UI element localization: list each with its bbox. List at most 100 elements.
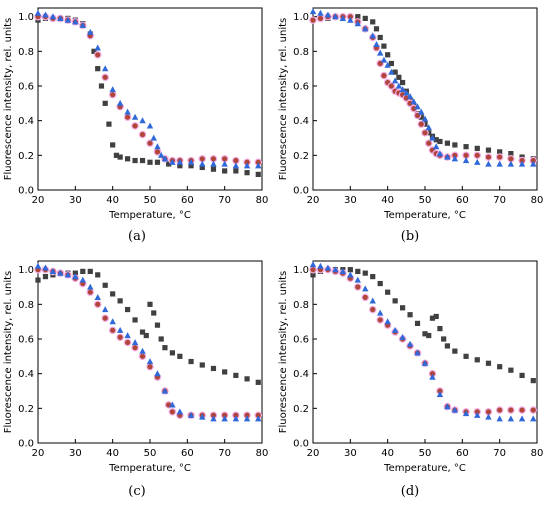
point-b-s2-17 bbox=[403, 89, 410, 96]
point-c-s0-5 bbox=[72, 270, 78, 276]
x-tick-label-b-4: 60 bbox=[456, 195, 469, 206]
point-c-s2-12 bbox=[124, 332, 131, 339]
point-b-s2-23 bbox=[425, 124, 432, 131]
point-c-s2-21 bbox=[199, 413, 206, 420]
point-c-s0-23 bbox=[188, 358, 194, 365]
point-a-s1-12 bbox=[123, 113, 132, 122]
point-a-s0-25 bbox=[210, 166, 217, 172]
x-tick-label-d-2: 40 bbox=[381, 448, 394, 459]
point-d-s2-11 bbox=[391, 326, 399, 333]
point-c-s0-15 bbox=[143, 332, 149, 339]
point-a-s0-19 bbox=[147, 159, 153, 165]
point-a-s2-20 bbox=[169, 158, 176, 165]
point-c-s0-27 bbox=[233, 372, 239, 378]
x-tick-label-d-1: 30 bbox=[344, 448, 357, 459]
point-c-s0-1 bbox=[42, 274, 49, 280]
point-c-s2-14 bbox=[139, 347, 146, 354]
point-b-s0-9 bbox=[373, 26, 380, 32]
point-c-s2-5 bbox=[72, 273, 79, 280]
point-d-s2-14 bbox=[414, 349, 421, 356]
point-c-s2-2 bbox=[49, 268, 57, 274]
point-c-s1-8 bbox=[93, 300, 102, 309]
point-b-s1-22 bbox=[421, 129, 429, 137]
point-d-s2-23 bbox=[496, 415, 503, 422]
y-tick-label-b-2: 0.4 bbox=[293, 116, 309, 127]
point-a-s0-17 bbox=[132, 157, 138, 164]
point-b-s0-27 bbox=[444, 140, 450, 146]
point-b-s2-14 bbox=[391, 77, 399, 84]
point-c-s2-1 bbox=[42, 264, 49, 271]
plot-frame-b bbox=[312, 7, 538, 191]
y-tick-label-b-4: 0.8 bbox=[293, 47, 309, 58]
y-tick-label-c-3: 0.6 bbox=[18, 335, 34, 346]
point-b-s2-35 bbox=[530, 160, 537, 167]
point-d-s2-12 bbox=[399, 333, 406, 340]
point-b-s0-12 bbox=[385, 52, 391, 58]
point-b-s1-13 bbox=[387, 82, 396, 90]
x-tick-label-c-0: 20 bbox=[32, 448, 45, 459]
point-b-s2-2 bbox=[324, 11, 332, 18]
point-c-s2-9 bbox=[102, 306, 109, 313]
chart-panel-a: 20 30 40 50 60 70 80 0.0 0.2 0.4 0.6 0.8 1.0 Temperat… bbox=[3, 7, 269, 221]
x-tick-label-a-6: 80 bbox=[256, 195, 269, 206]
point-b-s1-21 bbox=[417, 120, 426, 128]
point-c-s2-10 bbox=[109, 318, 116, 325]
point-d-s2-2 bbox=[324, 264, 332, 271]
point-d-s2-17 bbox=[436, 391, 444, 398]
point-a-s0-27 bbox=[233, 168, 239, 174]
point-a-s1-16 bbox=[153, 148, 162, 156]
point-c-s2-6 bbox=[79, 276, 86, 283]
y-tick-label-b-1: 0.2 bbox=[293, 151, 309, 162]
x-tick-label-a-1: 30 bbox=[69, 195, 82, 206]
point-b-s0-28 bbox=[452, 142, 458, 148]
point-c-s1-12 bbox=[123, 338, 132, 347]
point-b-s2-1 bbox=[317, 9, 324, 16]
x-tick-label-c-3: 50 bbox=[144, 448, 157, 459]
point-c-s1-7 bbox=[86, 288, 95, 297]
point-a-s2-7 bbox=[87, 28, 94, 35]
point-b-s0-13 bbox=[388, 60, 394, 67]
x-tick-label-c-4: 60 bbox=[181, 448, 194, 459]
point-b-s0-8 bbox=[370, 19, 376, 25]
y-tick-label-c-0: 0.0 bbox=[18, 439, 34, 450]
point-b-s2-6 bbox=[354, 20, 361, 27]
point-b-s0-16 bbox=[400, 79, 406, 86]
point-a-s0-26 bbox=[222, 168, 228, 174]
point-b-s0-11 bbox=[381, 43, 387, 49]
point-d-s2-25 bbox=[518, 415, 526, 422]
point-d-s1-9 bbox=[376, 316, 385, 324]
point-b-s0-29 bbox=[463, 144, 469, 150]
point-b-s2-28 bbox=[451, 155, 459, 162]
point-b-s1-30 bbox=[473, 151, 482, 160]
point-a-s2-18 bbox=[158, 151, 165, 158]
point-c-s2-17 bbox=[161, 387, 169, 394]
point-d-s2-8 bbox=[369, 297, 376, 304]
point-d-s2-21 bbox=[474, 411, 481, 418]
point-c-s2-25 bbox=[243, 415, 251, 422]
point-b-s0-15 bbox=[396, 74, 402, 80]
y-tick-label-a-0: 0.0 bbox=[18, 186, 34, 197]
x-axis-label-c: Temperature, °C bbox=[108, 463, 191, 474]
point-a-s2-1 bbox=[42, 11, 49, 18]
point-c-s0-6 bbox=[80, 268, 86, 274]
point-c-s0-17 bbox=[151, 310, 157, 316]
point-d-s2-10 bbox=[384, 318, 391, 325]
point-d-s0-24 bbox=[474, 357, 480, 363]
point-c-s0-18 bbox=[154, 322, 161, 328]
point-a-s2-21 bbox=[176, 158, 184, 165]
point-a-s0-16 bbox=[125, 156, 131, 162]
x-tick-label-a-5: 70 bbox=[218, 195, 231, 206]
point-d-s2-9 bbox=[377, 309, 384, 316]
point-b-s2-0 bbox=[309, 8, 317, 15]
point-d-s0-9 bbox=[377, 280, 383, 287]
point-d-s2-1 bbox=[317, 262, 324, 269]
point-a-s0-14 bbox=[113, 152, 119, 158]
point-c-s0-14 bbox=[139, 329, 146, 335]
point-a-s0-8 bbox=[91, 48, 97, 54]
point-c-s1-11 bbox=[116, 333, 124, 342]
point-d-s0-20 bbox=[441, 336, 447, 342]
x-tick-label-d-3: 50 bbox=[419, 448, 432, 459]
point-a-s2-22 bbox=[187, 158, 195, 165]
point-a-s0-24 bbox=[199, 164, 205, 171]
point-b-s2-20 bbox=[414, 103, 421, 110]
